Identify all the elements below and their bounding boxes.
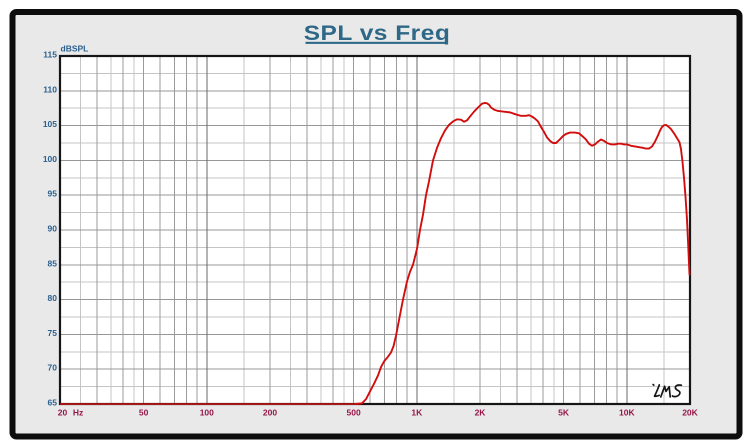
svg-text:20: 20 — [58, 408, 68, 418]
svg-text:100: 100 — [43, 154, 57, 164]
svg-text:2K: 2K — [475, 408, 487, 418]
svg-text:20K: 20K — [682, 408, 698, 418]
svg-text:10K: 10K — [619, 408, 635, 418]
svg-text:70: 70 — [48, 363, 58, 373]
svg-text:75: 75 — [48, 328, 58, 338]
svg-text:85: 85 — [48, 258, 58, 268]
svg-text:65: 65 — [48, 398, 58, 408]
svg-text:5K: 5K — [558, 408, 570, 418]
svg-text:Hz: Hz — [73, 408, 83, 418]
svg-text:50: 50 — [139, 408, 149, 418]
svg-text:dBSPL: dBSPL — [61, 43, 89, 53]
svg-text:115: 115 — [43, 50, 57, 60]
svg-text:500: 500 — [347, 408, 361, 418]
svg-text:SPL vs Freq: SPL vs Freq — [304, 20, 451, 44]
svg-text:80: 80 — [48, 293, 58, 303]
svg-text:90: 90 — [48, 224, 58, 234]
svg-text:1K: 1K — [411, 408, 423, 418]
svg-text:100: 100 — [200, 408, 214, 418]
svg-text:105: 105 — [43, 119, 57, 129]
svg-text:200: 200 — [263, 408, 277, 418]
svg-text:110: 110 — [43, 84, 57, 94]
svg-text:95: 95 — [48, 189, 58, 199]
